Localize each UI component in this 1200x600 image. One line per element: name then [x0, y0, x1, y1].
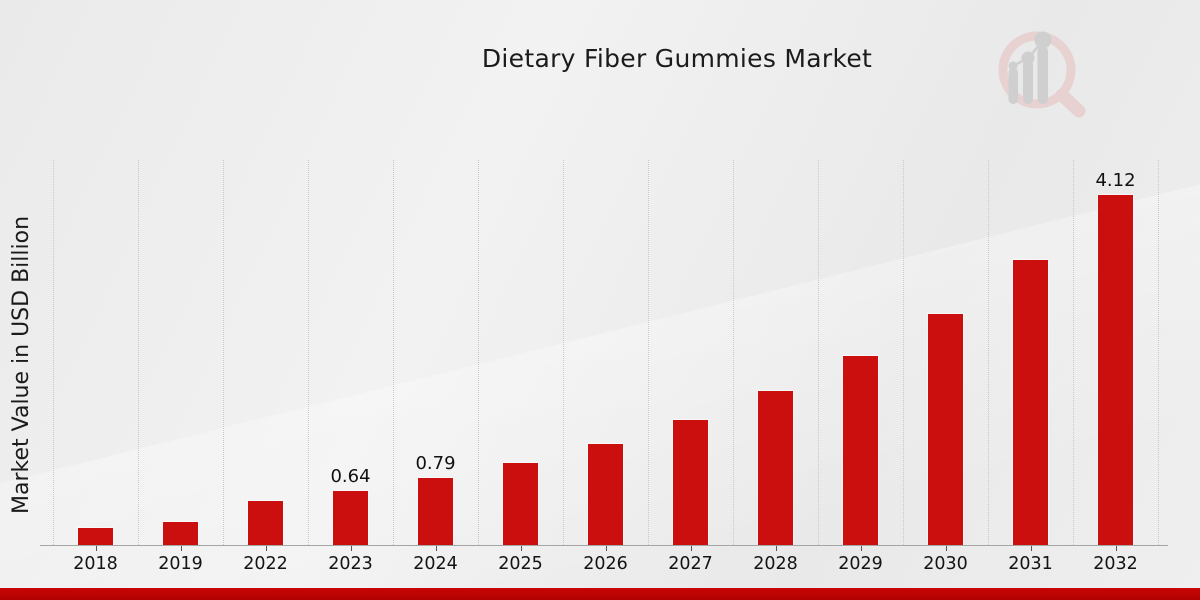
x-tick	[1030, 546, 1032, 551]
x-tick-label-2029: 2029	[838, 554, 883, 574]
x-tick-label-2028: 2028	[753, 554, 798, 574]
bar-2031	[1013, 260, 1048, 545]
x-tick	[690, 546, 692, 551]
gridline	[138, 160, 139, 545]
x-tick-label-2023: 2023	[328, 554, 373, 574]
gridline	[53, 160, 54, 545]
x-tick	[350, 546, 352, 551]
gridline	[648, 160, 649, 545]
x-tick	[265, 546, 267, 551]
bar-2029	[843, 356, 878, 545]
x-tick	[860, 546, 862, 551]
bar-2027	[673, 420, 708, 545]
bar-2023	[333, 490, 368, 545]
gridline	[223, 160, 224, 545]
gridline	[1073, 160, 1074, 545]
bar-2028	[758, 391, 793, 545]
data-label-2023: 0.64	[330, 465, 371, 487]
x-tick-label-2018: 2018	[73, 554, 118, 574]
chart-title: Dietary Fiber Gummies Market	[481, 44, 873, 73]
gridline	[308, 160, 309, 545]
x-tick	[180, 546, 182, 551]
gridline	[478, 160, 479, 545]
x-tick-label-2027: 2027	[668, 554, 713, 574]
bar-2030	[928, 313, 963, 545]
gridline	[733, 160, 734, 545]
x-tick-label-2026: 2026	[583, 554, 628, 574]
market-research-watermark-logo	[993, 26, 1089, 118]
x-tick	[775, 546, 777, 551]
x-tick	[435, 546, 437, 551]
data-label-2032: 4.12	[1095, 169, 1136, 191]
x-tick	[945, 546, 947, 551]
gridline	[818, 160, 819, 545]
bar-2019	[163, 522, 198, 545]
x-tick-label-2022: 2022	[243, 554, 288, 574]
x-tick	[95, 546, 97, 551]
x-tick	[605, 546, 607, 551]
bar-2022	[248, 500, 283, 545]
footer-accent-bar	[0, 588, 1200, 600]
plot-area: 2018 2019 2022 0.64 2023 0.79 2024 2025 2026 2027…	[53, 160, 1159, 574]
x-tick	[520, 546, 522, 551]
bar-2024	[418, 477, 453, 545]
x-tick-label-2019: 2019	[158, 554, 203, 574]
gridline	[988, 160, 989, 545]
gridline	[563, 160, 564, 545]
bar-2025	[503, 462, 538, 545]
x-axis-line	[40, 545, 1168, 546]
gridline	[393, 160, 394, 545]
x-tick-label-2031: 2031	[1008, 554, 1053, 574]
x-tick-label-2030: 2030	[923, 554, 968, 574]
gridline	[903, 160, 904, 545]
bar-2032	[1098, 194, 1133, 545]
x-tick	[1115, 546, 1117, 551]
x-tick-label-2025: 2025	[498, 554, 543, 574]
x-tick-label-2024: 2024	[413, 554, 458, 574]
data-label-2024: 0.79	[415, 452, 456, 474]
y-axis-label: Market Value in USD Billion	[9, 215, 34, 515]
x-tick-label-2032: 2032	[1093, 554, 1138, 574]
gridline	[1158, 160, 1159, 545]
magnifier-bar-trend-icon	[998, 31, 1086, 118]
bar-2026	[588, 443, 623, 545]
bar-2018	[78, 528, 113, 545]
